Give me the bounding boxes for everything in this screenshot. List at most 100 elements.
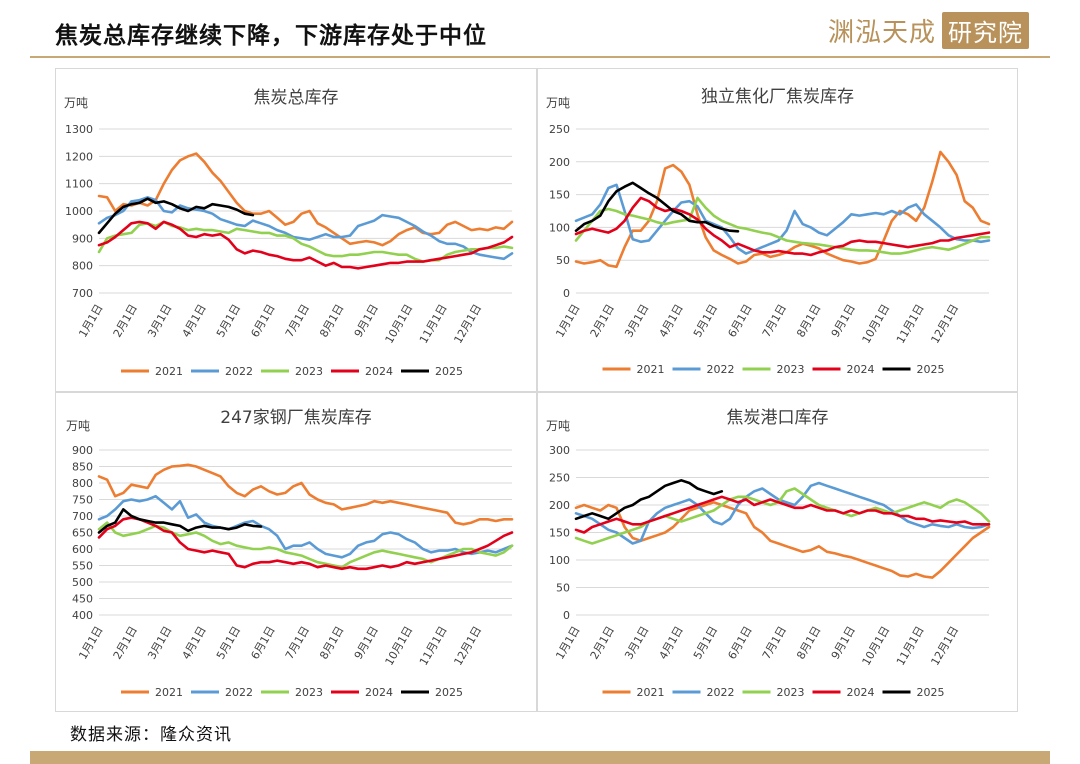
- legend-label-2025: 2025: [917, 686, 945, 699]
- y-tick-label: 0: [563, 287, 570, 300]
- legend-label-2023: 2023: [295, 365, 323, 378]
- footer-bar: [30, 751, 1050, 764]
- y-axis-unit-label: 万吨: [546, 419, 570, 433]
- x-tick-label: 3月1日: [145, 624, 174, 662]
- chart-panel-port-inventory: 焦炭港口库存万吨 0 50 100 150 200 250 300 1月1日 2月1日 3月1日 4月…: [537, 392, 1018, 712]
- series-line-2023: [574, 487, 991, 545]
- y-axis-unit-label: 万吨: [546, 96, 570, 110]
- y-tick-label: 250: [549, 123, 570, 136]
- logo-box-text: 研究院: [942, 11, 1030, 49]
- legend-label-2025: 2025: [917, 363, 945, 376]
- legend-label-2021: 2021: [155, 686, 183, 699]
- x-tick-label: 9月1日: [352, 624, 381, 662]
- x-tick-label: 10月1日: [383, 302, 416, 346]
- y-tick-label: 1000: [65, 205, 93, 218]
- x-tick-label: 7月1日: [283, 624, 312, 662]
- x-tick-label: 2月1日: [588, 302, 617, 340]
- x-tick-label: 4月1日: [657, 624, 686, 662]
- x-tick-label: 5月1日: [691, 624, 720, 662]
- x-tick-label: 9月1日: [829, 624, 858, 662]
- legend-label-2022: 2022: [707, 363, 735, 376]
- x-tick-label: 9月1日: [352, 302, 381, 340]
- x-tick-label: 1月1日: [76, 624, 105, 662]
- y-tick-label: 50: [556, 582, 570, 595]
- x-tick-label: 1月1日: [76, 302, 105, 340]
- x-tick-label: 1月1日: [553, 624, 582, 662]
- x-tick-label: 11月1日: [894, 624, 927, 668]
- y-tick-label: 250: [549, 472, 570, 485]
- legend-label-2024: 2024: [365, 686, 393, 699]
- x-tick-label: 3月1日: [145, 302, 174, 340]
- x-tick-label: 7月1日: [760, 624, 789, 662]
- y-tick-label: 150: [549, 527, 570, 540]
- series-line-2021: [97, 152, 514, 247]
- chart-panel-coking-plant-inventory: 独立焦化厂焦炭库存 万吨 0 50 100 150 200 250 1月1日 2月1日 3月1日 4月…: [537, 68, 1018, 392]
- series-line-2025: [574, 479, 724, 521]
- x-tick-label: 8月1日: [794, 624, 823, 662]
- y-tick-label: 300: [549, 444, 570, 457]
- legend-label-2022: 2022: [225, 365, 253, 378]
- y-tick-label: 100: [549, 554, 570, 567]
- x-tick-label: 7月1日: [283, 302, 312, 340]
- legend-label-2023: 2023: [295, 686, 323, 699]
- y-tick-label: 850: [72, 461, 93, 474]
- x-tick-label: 2月1日: [588, 624, 617, 662]
- y-axis-unit-label: 万吨: [64, 96, 88, 110]
- chart-coking-plant-inventory: 独立焦化厂焦炭库存 万吨 0 50 100 150 200 250 1月1日 2月1日 3月1日 4月…: [546, 87, 991, 376]
- y-tick-label: 500: [72, 576, 93, 589]
- x-tick-label: 5月1日: [214, 624, 243, 662]
- x-tick-label: 4月1日: [180, 302, 209, 340]
- logo-brand-text: 渊泓天成: [828, 17, 937, 48]
- series-line-2024: [97, 516, 514, 571]
- x-tick-label: 2月1日: [111, 624, 140, 662]
- y-tick-label: 0: [563, 609, 570, 622]
- series-line-2025: [97, 508, 263, 534]
- x-tick-label: 11月1日: [894, 302, 927, 346]
- legend-label-2023: 2023: [777, 686, 805, 699]
- x-tick-label: 7月1日: [760, 302, 789, 340]
- x-tick-label: 8月1日: [317, 302, 346, 340]
- series-line-2023: [574, 196, 991, 255]
- x-tick-label: 8月1日: [317, 624, 346, 662]
- x-tick-label: 12月1日: [451, 624, 484, 668]
- chart-total-inventory: 焦炭总库存 万吨 700 800 900 1000 1100 1200 1300 1月1日 2月1日…: [64, 88, 514, 378]
- legend-label-2021: 2021: [637, 686, 665, 699]
- page-title: 焦炭总库存继续下降，下游库存处于中位: [55, 23, 487, 49]
- series-line-2022: [97, 494, 514, 559]
- series-line-2022: [97, 196, 514, 261]
- y-axis-unit-label: 万吨: [66, 419, 90, 433]
- y-tick-label: 100: [549, 221, 570, 234]
- y-tick-label: 550: [72, 560, 93, 573]
- chart-panel-total-inventory: 焦炭总库存 万吨 700 800 900 1000 1100 1200 1300 1月1日 2月1日…: [55, 68, 537, 392]
- series-line-2021: [97, 463, 514, 526]
- y-tick-label: 650: [72, 527, 93, 540]
- y-tick-label: 1200: [65, 150, 93, 163]
- legend-label-2025: 2025: [435, 365, 463, 378]
- x-tick-label: 3月1日: [622, 624, 651, 662]
- series-line-2022: [574, 481, 991, 545]
- legend-label-2023: 2023: [777, 363, 805, 376]
- y-tick-label: 200: [549, 499, 570, 512]
- y-tick-label: 50: [556, 254, 570, 267]
- x-tick-label: 10月1日: [860, 624, 893, 668]
- y-tick-label: 800: [72, 260, 93, 273]
- x-tick-label: 6月1日: [725, 302, 754, 340]
- series-line-2021: [574, 501, 991, 579]
- legend-label-2024: 2024: [847, 363, 875, 376]
- x-tick-label: 8月1日: [794, 302, 823, 340]
- x-tick-label: 6月1日: [248, 624, 277, 662]
- x-tick-label: 11月1日: [417, 302, 450, 346]
- x-tick-label: 12月1日: [928, 624, 961, 668]
- series-line-2024: [97, 220, 514, 270]
- data-source-note: 数据来源：隆众资讯: [70, 725, 232, 745]
- series-line-2025: [574, 181, 740, 233]
- series-line-2023: [97, 220, 514, 263]
- series-line-2024: [574, 495, 991, 534]
- legend-label-2024: 2024: [847, 686, 875, 699]
- x-tick-label: 6月1日: [725, 624, 754, 662]
- chart-title: 焦炭港口库存: [727, 408, 829, 428]
- y-tick-label: 800: [72, 477, 93, 490]
- legend-label-2025: 2025: [435, 686, 463, 699]
- y-tick-label: 450: [72, 593, 93, 606]
